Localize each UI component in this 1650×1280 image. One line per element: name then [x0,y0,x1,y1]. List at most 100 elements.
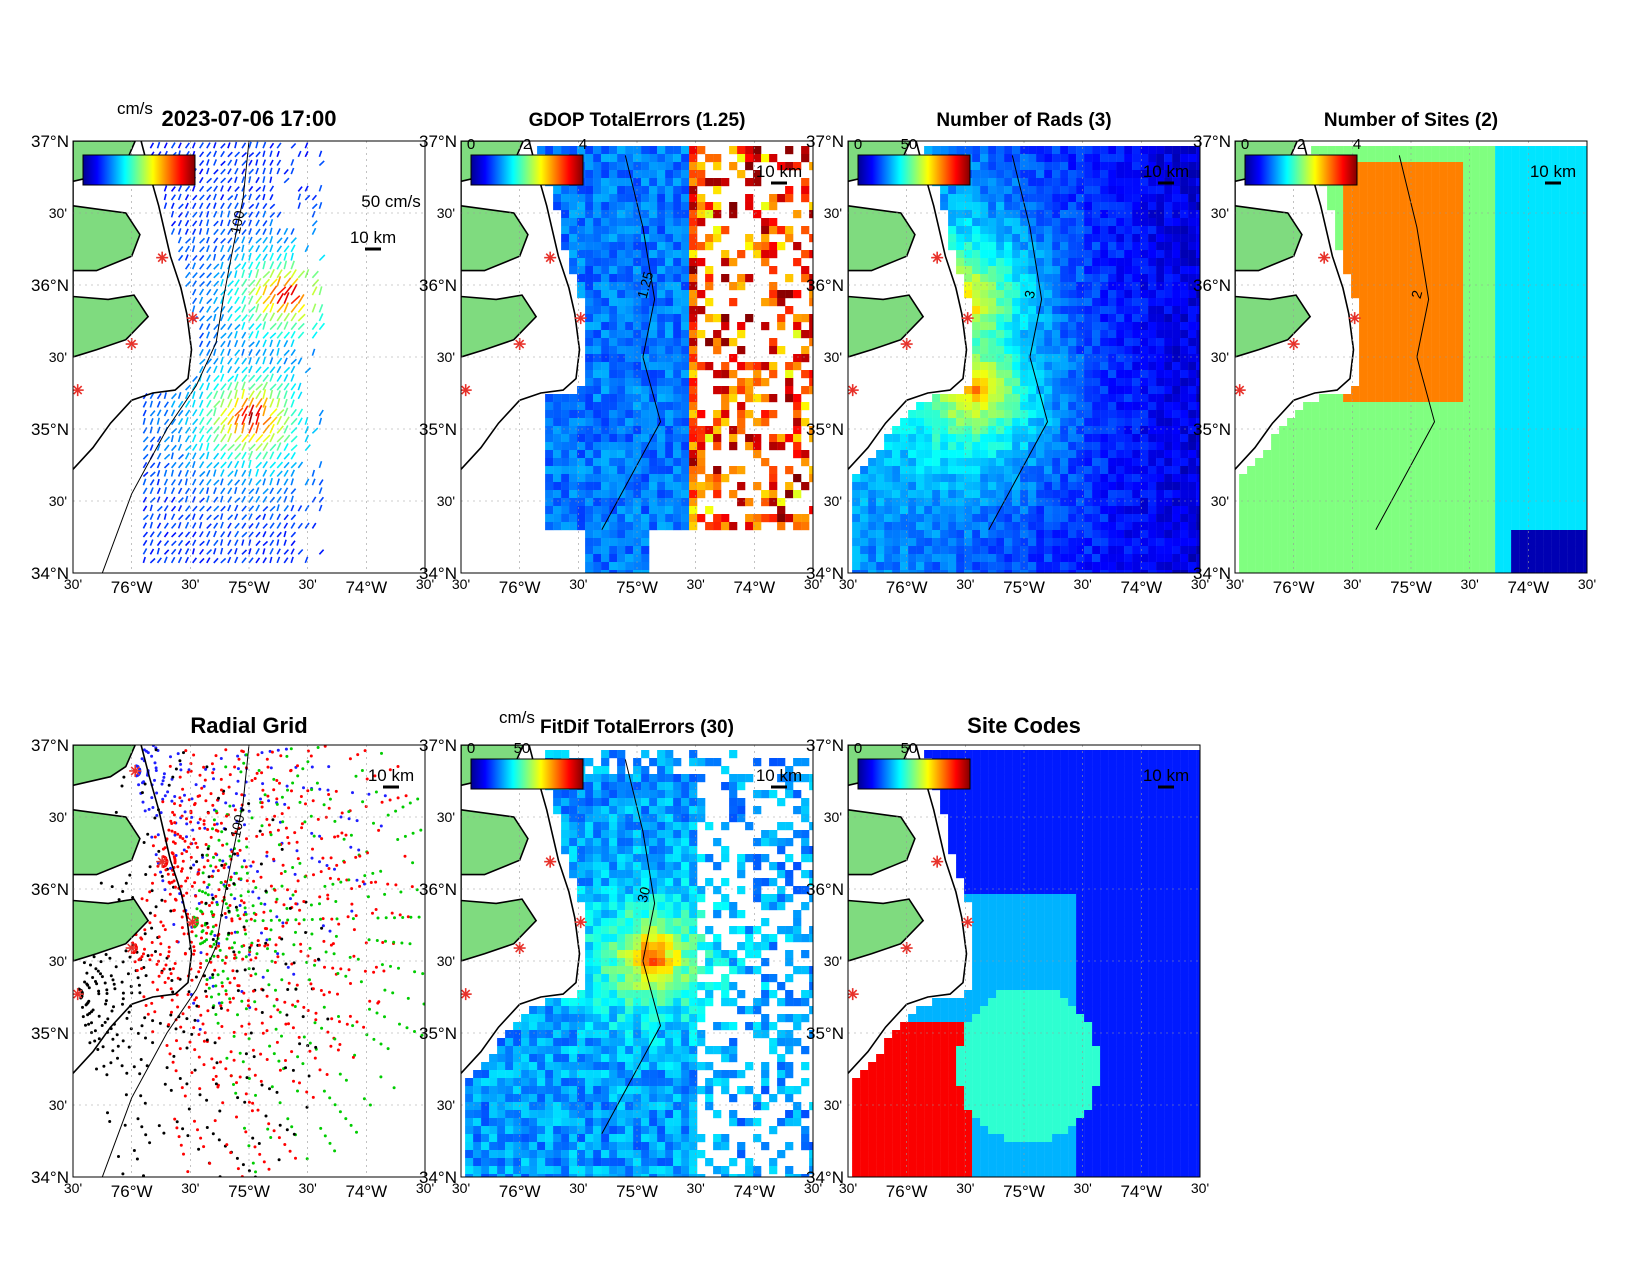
grid-cell [761,258,769,266]
grid-cell [593,210,601,218]
grid-cell [1447,210,1455,218]
grid-cell [1423,258,1431,266]
grid-cell [1028,426,1036,434]
grid-cell [972,194,980,202]
grid-cell [1375,226,1383,234]
grid-cell [972,162,980,170]
grid-cell [609,170,617,178]
grid-cell [956,218,964,226]
grid-cell [988,442,996,450]
grid-cell [1519,258,1527,266]
grid-cell [601,242,609,250]
grid-cell [1487,250,1495,258]
grid-cell [657,498,665,506]
grid-cell [697,146,705,154]
grid-cell [1124,466,1132,474]
grid-cell [1327,194,1335,202]
grid-cell [681,178,689,186]
grid-cell [972,282,980,290]
grid-cell [713,386,721,394]
grid-cell [673,378,681,386]
grid-cell [1439,338,1447,346]
grid-cell [665,218,673,226]
grid-cell [980,418,988,426]
grid-cell [1156,466,1164,474]
grid-cell [1511,234,1519,242]
grid-cell [1132,234,1140,242]
grid-cell [1559,298,1567,306]
grid-cell [1044,330,1052,338]
grid-cell [601,402,609,410]
grid-cell [641,514,649,522]
grid-cell [1180,146,1188,154]
grid-cell [1060,290,1068,298]
grid-cell [1004,466,1012,474]
grid-cell [1188,218,1196,226]
grid-cell [1156,226,1164,234]
grid-cell [649,226,657,234]
grid-cell [980,314,988,322]
grid-cell [1028,450,1036,458]
grid-cell [1495,330,1503,338]
grid-cell [801,354,809,362]
grid-cell [1375,210,1383,218]
grid-cell [1479,146,1487,154]
grid-cell [593,522,601,530]
grid-cell [1471,330,1479,338]
grid-cell [1535,258,1543,266]
grid-cell [1156,346,1164,354]
grid-cell [1391,194,1399,202]
grid-cell [1495,218,1503,226]
grid-cell [1084,282,1092,290]
grid-cell [593,234,601,242]
grid-cell [1519,194,1527,202]
grid-cell [1335,146,1343,154]
grid-cell [673,322,681,330]
grid-cell [1012,322,1020,330]
grid-cell [793,258,801,266]
grid-cell [1124,210,1132,218]
grid-cell [1004,250,1012,258]
grid-cell [1511,178,1519,186]
grid-cell [657,362,665,370]
grid-cell [1124,250,1132,258]
grid-cell [649,474,657,482]
grid-cell [1148,530,1156,538]
grid-cell [673,282,681,290]
grid-cell [1044,242,1052,250]
grid-cell [1116,426,1124,434]
grid-cell [1431,226,1439,234]
grid-cell [1044,402,1052,410]
grid-cell [1044,546,1052,554]
grid-cell [1535,202,1543,210]
grid-cell [1124,298,1132,306]
grid-cell [617,202,625,210]
grid-cell [1575,178,1583,186]
grid-cell [972,434,980,442]
grid-cell [713,154,721,162]
grid-cell [1012,530,1020,538]
grid-cell [860,506,868,514]
grid-cell [1535,194,1543,202]
grid-cell [1148,226,1156,234]
grid-cell [801,482,809,490]
grid-cell [1044,266,1052,274]
grid-cell [593,514,601,522]
grid-cell [609,418,617,426]
grid-cell [729,426,737,434]
grid-cell [924,514,932,522]
grid-cell [1068,442,1076,450]
grid-cell [657,186,665,194]
grid-cell [1108,162,1116,170]
grid-cell [1551,282,1559,290]
lon-minor-tick-label: 30' [64,576,82,592]
grid-cell [1004,218,1012,226]
grid-cell [876,474,884,482]
grid-cell [852,506,860,514]
grid-cell [1471,186,1479,194]
grid-cell [996,274,1004,282]
grid-cell [1172,202,1180,210]
grid-cell [1036,218,1044,226]
grid-cell [1092,514,1100,522]
grid-cell [1092,178,1100,186]
